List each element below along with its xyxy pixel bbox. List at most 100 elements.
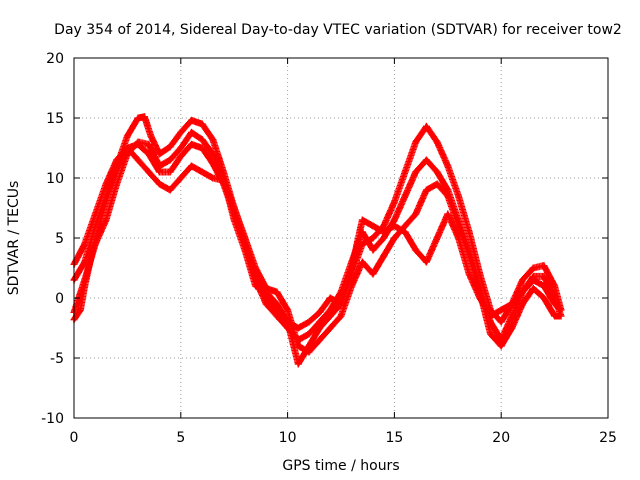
- y-tick-label: -5: [50, 351, 64, 367]
- data-point: [155, 162, 163, 170]
- data-point: [433, 138, 441, 146]
- data-point: [412, 246, 420, 254]
- data-point: [155, 168, 163, 176]
- data-point: [497, 306, 505, 314]
- data-point: [209, 150, 217, 158]
- data-point: [209, 136, 217, 144]
- data-point: [465, 228, 473, 236]
- data-point: [241, 246, 249, 254]
- data-point: [519, 288, 527, 296]
- data-point: [123, 150, 131, 158]
- data-point: [273, 300, 281, 308]
- data-point: [401, 168, 409, 176]
- data-point: [540, 294, 548, 302]
- data-point: [91, 210, 99, 218]
- data-point: [305, 342, 313, 350]
- data-point: [444, 162, 452, 170]
- data-point: [123, 132, 131, 140]
- data-point: [551, 282, 559, 290]
- data-point: [198, 168, 206, 176]
- data-point: [113, 156, 121, 164]
- data-point: [134, 138, 142, 146]
- data-point: [454, 234, 462, 242]
- data-point: [177, 152, 185, 160]
- data-point: [198, 144, 206, 152]
- data-point: [252, 282, 260, 290]
- data-point: [102, 216, 110, 224]
- data-point: [166, 186, 174, 194]
- data-point: [497, 342, 505, 350]
- data-point: [326, 312, 334, 320]
- data-point: [390, 216, 398, 224]
- data-point: [177, 174, 185, 182]
- data-point: [230, 216, 238, 224]
- data-point: [390, 222, 398, 230]
- data-point: [401, 192, 409, 200]
- data-point: [412, 210, 420, 218]
- data-point: [348, 264, 356, 272]
- data-point: [262, 288, 270, 296]
- data-point: [557, 306, 565, 314]
- data-point: [187, 140, 195, 148]
- data-point: [177, 128, 185, 136]
- data-point: [433, 168, 441, 176]
- data-point: [155, 150, 163, 158]
- data-point: [134, 156, 142, 164]
- y-tick-label: 15: [46, 111, 64, 127]
- data-point: [305, 318, 313, 326]
- y-tick-label: 0: [55, 291, 64, 307]
- tick-labels: 0 5 10 15 20 25 -10 -5 0 5 10 15 20: [41, 51, 617, 446]
- data-point: [198, 136, 206, 144]
- data-point: [380, 228, 388, 236]
- data-point: [390, 234, 398, 242]
- data-point: [284, 306, 292, 314]
- y-tick-label: -10: [41, 411, 64, 427]
- grid: [74, 58, 608, 418]
- data-point: [187, 162, 195, 170]
- data-point: [465, 270, 473, 278]
- x-axis-label: GPS time / hours: [282, 458, 399, 474]
- data-point: [166, 168, 174, 176]
- data-point: [401, 228, 409, 236]
- data-point: [444, 210, 452, 218]
- data-point: [454, 222, 462, 230]
- data-point: [326, 324, 334, 332]
- data-point: [540, 282, 548, 290]
- data-point: [487, 330, 495, 338]
- data-point: [390, 198, 398, 206]
- data-point: [198, 120, 206, 128]
- data-point: [412, 168, 420, 176]
- data-point: [519, 276, 527, 284]
- data-point: [433, 180, 441, 188]
- data-point: [529, 264, 537, 272]
- data-point: [422, 156, 430, 164]
- data-point: [540, 272, 548, 280]
- data-point: [369, 246, 377, 254]
- data-point: [166, 143, 174, 151]
- data-point: [326, 294, 334, 302]
- data-point: [294, 360, 302, 368]
- data-point: [497, 318, 505, 326]
- data-point: [147, 132, 155, 140]
- data-point: [140, 113, 148, 121]
- data-point: [187, 128, 195, 136]
- data-point: [369, 234, 377, 242]
- x-tick-label: 15: [385, 430, 403, 446]
- y-tick-label: 20: [46, 51, 64, 67]
- data-point: [401, 222, 409, 230]
- data-point: [422, 258, 430, 266]
- data-point: [508, 300, 516, 308]
- data-point: [284, 318, 292, 326]
- ticks: [73, 57, 609, 419]
- data-point: [177, 144, 185, 152]
- data-point: [337, 312, 345, 320]
- data-point: [316, 308, 324, 316]
- data-point: [81, 276, 89, 284]
- data-point: [454, 192, 462, 200]
- y-tick-label: 10: [46, 171, 64, 187]
- data-point: [551, 312, 559, 320]
- data-point: [412, 138, 420, 146]
- chart-title: Day 354 of 2014, Sidereal Day-to-day VTE…: [54, 22, 622, 38]
- data-point: [540, 262, 548, 270]
